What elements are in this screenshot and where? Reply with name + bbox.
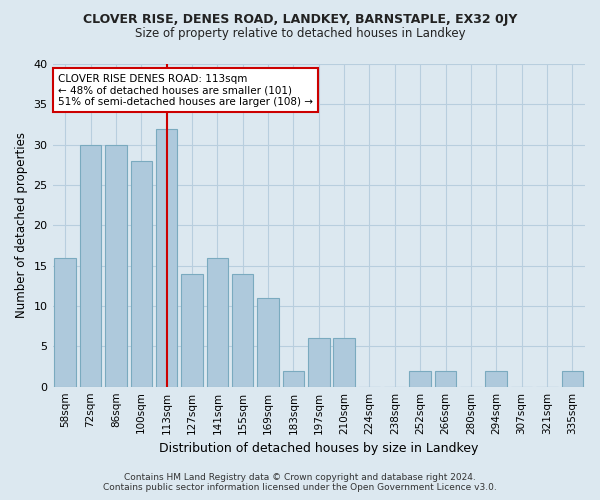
Text: Contains HM Land Registry data © Crown copyright and database right 2024.
Contai: Contains HM Land Registry data © Crown c…	[103, 473, 497, 492]
Bar	[257, 298, 279, 386]
Text: CLOVER RISE DENES ROAD: 113sqm
← 48% of detached houses are smaller (101)
51% of: CLOVER RISE DENES ROAD: 113sqm ← 48% of …	[58, 74, 313, 107]
Bar	[334, 338, 355, 386]
Bar	[206, 258, 228, 386]
Bar	[232, 274, 253, 386]
Bar	[55, 258, 76, 386]
Bar	[283, 370, 304, 386]
Bar	[562, 370, 583, 386]
Bar	[80, 144, 101, 386]
Bar	[435, 370, 457, 386]
Text: Size of property relative to detached houses in Landkey: Size of property relative to detached ho…	[134, 28, 466, 40]
Bar	[409, 370, 431, 386]
Bar	[131, 161, 152, 386]
X-axis label: Distribution of detached houses by size in Landkey: Distribution of detached houses by size …	[159, 442, 478, 455]
Bar	[181, 274, 203, 386]
Bar	[105, 144, 127, 386]
Text: CLOVER RISE, DENES ROAD, LANDKEY, BARNSTAPLE, EX32 0JY: CLOVER RISE, DENES ROAD, LANDKEY, BARNST…	[83, 12, 517, 26]
Bar	[485, 370, 507, 386]
Y-axis label: Number of detached properties: Number of detached properties	[15, 132, 28, 318]
Bar	[308, 338, 329, 386]
Bar	[156, 128, 178, 386]
